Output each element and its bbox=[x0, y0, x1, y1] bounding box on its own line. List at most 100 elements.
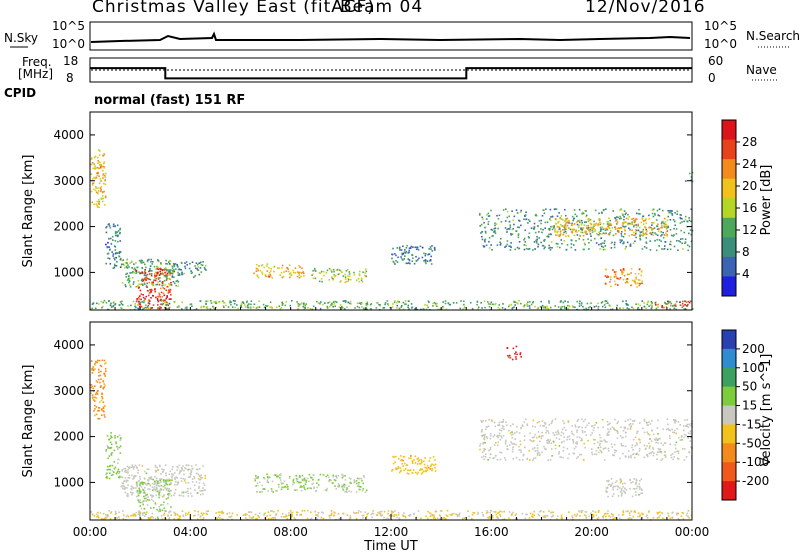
data-cell bbox=[410, 455, 412, 457]
data-cell bbox=[267, 490, 269, 492]
data-cell bbox=[257, 476, 259, 478]
data-cell bbox=[630, 510, 632, 513]
data-cell bbox=[404, 303, 406, 306]
data-cell bbox=[167, 304, 169, 306]
data-cell bbox=[291, 515, 294, 518]
data-cell bbox=[609, 223, 612, 225]
data-cell bbox=[217, 516, 220, 519]
data-cell bbox=[152, 478, 154, 481]
data-cell bbox=[477, 513, 479, 515]
data-cell bbox=[272, 491, 275, 493]
data-cell bbox=[685, 514, 688, 517]
data-cell bbox=[299, 476, 301, 478]
data-cell bbox=[624, 435, 627, 438]
data-cell bbox=[288, 264, 291, 266]
data-cell bbox=[197, 473, 200, 476]
data-cell bbox=[431, 469, 433, 472]
data-cell bbox=[151, 495, 154, 498]
data-cell bbox=[304, 304, 306, 306]
data-cell bbox=[598, 221, 601, 223]
data-cell bbox=[104, 176, 107, 179]
data-cell bbox=[92, 302, 95, 304]
data-cell bbox=[637, 307, 639, 310]
data-cell bbox=[143, 497, 146, 500]
beam-label: Beam 04 bbox=[340, 0, 424, 17]
data-cell bbox=[107, 223, 110, 226]
data-cell bbox=[554, 228, 557, 230]
data-cell bbox=[567, 304, 569, 307]
data-cell bbox=[286, 518, 288, 521]
data-cell bbox=[568, 453, 571, 455]
data-cell bbox=[639, 231, 642, 234]
data-cell bbox=[170, 495, 173, 497]
data-cell bbox=[98, 201, 101, 203]
data-cell bbox=[303, 275, 305, 277]
data-cell bbox=[143, 307, 146, 309]
data-cell bbox=[596, 232, 598, 235]
data-cell bbox=[581, 439, 583, 442]
data-cell bbox=[580, 223, 583, 226]
data-cell bbox=[516, 302, 518, 304]
data-cell bbox=[342, 300, 345, 302]
data-cell bbox=[533, 514, 535, 517]
data-cell bbox=[657, 230, 660, 233]
data-cell bbox=[597, 511, 600, 513]
data-cell bbox=[609, 278, 612, 281]
nsearch-tick-bottom: 10^0 bbox=[704, 37, 737, 51]
data-cell bbox=[301, 267, 303, 270]
data-cell bbox=[90, 158, 93, 160]
data-cell bbox=[154, 290, 156, 293]
data-cell bbox=[412, 246, 414, 248]
data-cell bbox=[221, 510, 223, 513]
data-cell bbox=[102, 407, 105, 409]
data-cell bbox=[680, 515, 683, 517]
data-cell bbox=[337, 475, 340, 477]
data-cell bbox=[633, 511, 636, 513]
data-cell bbox=[602, 248, 605, 251]
data-cell bbox=[436, 517, 439, 520]
data-cell bbox=[671, 214, 674, 216]
data-cell bbox=[676, 213, 678, 215]
data-cell bbox=[637, 454, 640, 456]
data-cell bbox=[110, 474, 113, 477]
data-cell bbox=[560, 239, 563, 241]
data-cell bbox=[645, 515, 648, 517]
data-cell bbox=[574, 213, 577, 216]
data-cell bbox=[105, 450, 107, 453]
data-cell bbox=[495, 302, 497, 305]
data-cell bbox=[661, 305, 663, 307]
data-cell bbox=[627, 510, 629, 512]
data-cell bbox=[395, 468, 397, 471]
data-cell bbox=[688, 423, 690, 426]
data-cell bbox=[591, 432, 593, 434]
data-cell bbox=[650, 231, 652, 234]
data-cell bbox=[524, 241, 527, 243]
data-cell bbox=[563, 220, 566, 222]
data-cell bbox=[148, 258, 150, 261]
data-cell bbox=[635, 231, 637, 233]
x-tick-label: 04:00 bbox=[173, 525, 208, 539]
data-cell bbox=[359, 488, 361, 491]
data-cell bbox=[308, 480, 310, 483]
data-cell bbox=[139, 478, 142, 480]
data-cell bbox=[276, 475, 278, 478]
data-cell bbox=[675, 233, 678, 235]
data-cell bbox=[623, 210, 626, 212]
data-cell bbox=[103, 359, 106, 362]
data-cell bbox=[125, 285, 127, 288]
data-cell bbox=[361, 479, 363, 482]
data-cell bbox=[566, 224, 569, 227]
data-cell bbox=[643, 234, 645, 236]
data-cell bbox=[404, 462, 406, 465]
data-cell bbox=[641, 248, 644, 250]
data-cell bbox=[166, 502, 169, 505]
data-cell bbox=[157, 281, 160, 283]
data-cell bbox=[296, 480, 299, 483]
data-cell bbox=[344, 273, 346, 276]
data-cell bbox=[140, 486, 143, 488]
data-cell bbox=[458, 513, 461, 516]
data-cell bbox=[165, 259, 167, 262]
data-cell bbox=[401, 459, 403, 461]
data-cell bbox=[142, 503, 144, 506]
